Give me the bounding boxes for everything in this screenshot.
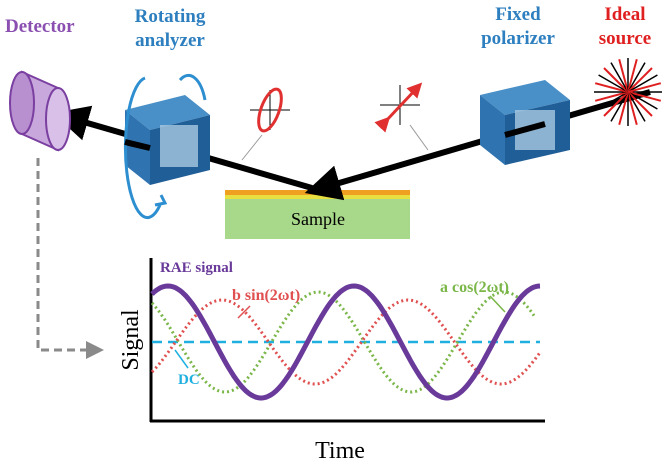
source (594, 58, 662, 126)
detector-label: Detector (5, 16, 75, 37)
cos-label: a cos(2ωt) (440, 279, 509, 296)
source-label: source (599, 28, 651, 49)
analyzer-label: analyzer (135, 30, 205, 51)
cos-pointer (490, 296, 505, 312)
polarizer-label: polarizer (481, 28, 555, 49)
analyzer-label: Rotating (135, 6, 206, 27)
detector (10, 72, 70, 150)
y-axis-label: Signal (118, 309, 144, 371)
linear-polarization (380, 85, 428, 150)
signal-path (38, 158, 95, 350)
x-axis-label: Time (315, 438, 365, 464)
polarizer (480, 80, 570, 165)
diagram: Detector Rotating analyzer Fixed polariz… (0, 0, 665, 466)
source-label: Ideal (604, 4, 645, 25)
sample-film (225, 190, 410, 195)
polarizer-label: Fixed (495, 4, 541, 25)
elliptical-polarization (242, 86, 290, 160)
rae-label: RAE signal (160, 260, 233, 276)
sample-label: Sample (291, 209, 345, 229)
sin-label: b sin(2ωt) (232, 287, 300, 304)
sin-pointer (238, 306, 250, 318)
sample-film (225, 195, 410, 199)
dc-label: DC (178, 372, 200, 388)
